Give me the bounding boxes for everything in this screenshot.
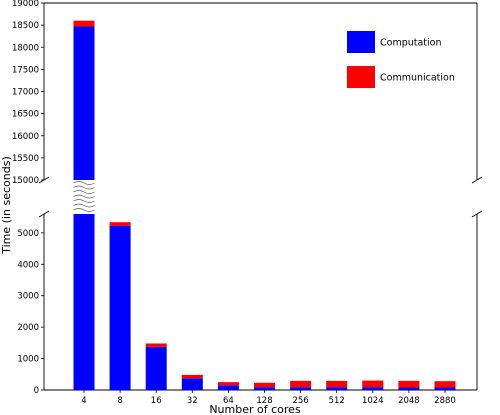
y-tick-label: 17500 [12, 65, 39, 75]
bar-communication-2048 [398, 380, 420, 388]
bar-computation-256 [290, 387, 312, 390]
x-axis-label: Number of cores [209, 403, 301, 415]
legend-swatch-computation [347, 31, 375, 53]
bars-group [73, 20, 456, 390]
bar-break-4 [73, 180, 95, 214]
bar-communication-128 [254, 382, 275, 388]
axis-break-marks [38, 176, 483, 218]
y-tick-label: 15000 [12, 176, 39, 186]
x-tick-label: 512 [329, 396, 345, 406]
y-tick-label: 17000 [12, 88, 39, 98]
x-tick-label: 1024 [362, 396, 384, 406]
legend-label-communication: Communication [380, 73, 455, 84]
y-tick-label: 18000 [12, 43, 39, 53]
axis-break-mark [38, 176, 50, 184]
bar-communication-8 [109, 222, 131, 226]
y-tick-label: 18500 [12, 21, 39, 31]
legend-swatch-communication [347, 66, 375, 88]
bar-computation-4 [73, 214, 95, 390]
bar-computation-2048 [398, 387, 420, 390]
x-tick-label: 2048 [398, 396, 420, 406]
y-tick-label: 2000 [17, 323, 39, 333]
y-tick-label: 5000 [17, 229, 39, 239]
lower-axes-panel [41, 214, 478, 391]
legend-label-computation: Computation [380, 38, 442, 49]
bar-computation-64 [217, 385, 239, 390]
x-tick-label: 16 [151, 396, 162, 406]
bar-computation-32 [181, 378, 203, 390]
bar-computation-8 [109, 225, 131, 390]
y-tick-label: 19000 [12, 0, 39, 9]
y-axis-label: Time (in seconds) [0, 156, 13, 255]
legend: Computation Communication [347, 31, 455, 88]
bar-communication-16 [145, 343, 167, 347]
y-tick-label: 16500 [12, 110, 39, 120]
bar-computation-2880 [434, 387, 456, 390]
x-tick-label: 256 [292, 396, 308, 406]
x-tick-label: 128 [256, 396, 272, 406]
bar-communication-32 [181, 374, 203, 379]
bar-communication-64 [217, 382, 239, 386]
bar-computation-1024 [362, 387, 384, 390]
bar-communication-4 [73, 20, 95, 27]
y-tick-label: 15500 [12, 154, 39, 164]
axis-break-mark [38, 210, 50, 218]
y-tick-label: 4000 [17, 260, 39, 270]
x-tick-label: 32 [187, 396, 198, 406]
axis-break-mark [471, 210, 483, 218]
bar-computation-16 [145, 346, 167, 390]
x-tick-label: 64 [223, 396, 234, 406]
bar-computation-512 [326, 387, 348, 390]
tick-labels-group: 15000 15500 16000 16500 17000 17500 18000 18500… [12, 0, 456, 406]
x-tick-label: 8 [117, 396, 122, 406]
bar-communication-2880 [434, 381, 456, 388]
x-tick-label: 4 [81, 396, 86, 406]
bar-computation-4-upper [73, 26, 95, 180]
y-tick-label: 3000 [17, 292, 39, 302]
x-tick-label: 2880 [434, 396, 456, 406]
bar-communication-1024 [362, 380, 384, 388]
y-tick-label: 1000 [17, 355, 39, 365]
upper-axes-panel [41, 2, 478, 181]
bar-communication-256 [290, 380, 312, 388]
bar-computation-128 [254, 387, 275, 390]
axis-break-mark [471, 176, 483, 184]
bar-communication-512 [326, 380, 348, 388]
y-tick-label: 0 [34, 386, 39, 396]
y-tick-label: 16000 [12, 132, 39, 142]
